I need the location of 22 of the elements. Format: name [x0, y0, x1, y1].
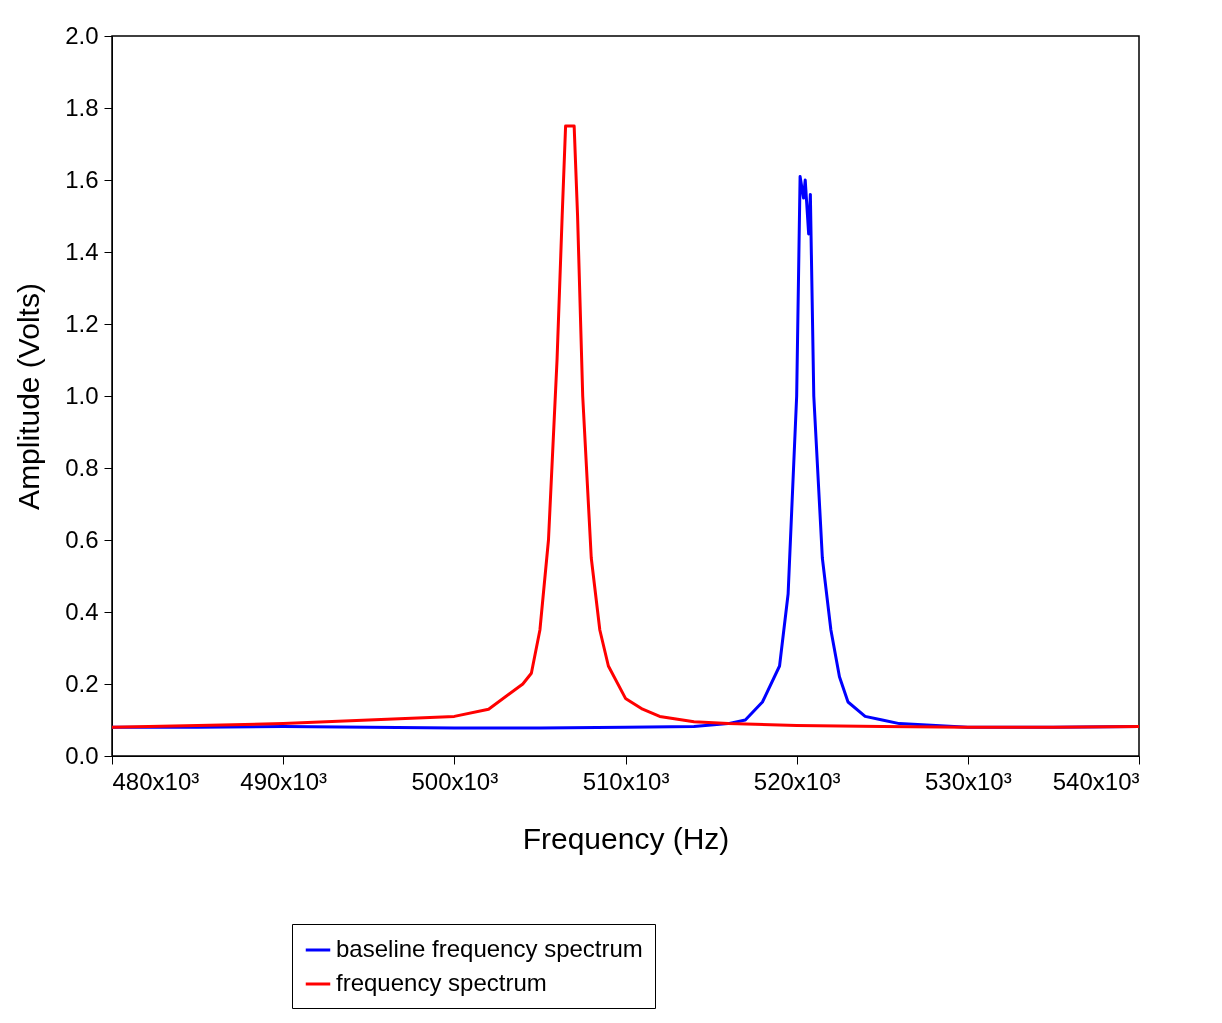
y-tick-label: 0.2 — [65, 669, 99, 697]
x-tick-label: 510x10³ — [582, 767, 670, 795]
x-tick-label: 500x10³ — [411, 767, 499, 795]
y-tick-label: 1.2 — [65, 309, 99, 337]
y-tick-label: 1.0 — [65, 381, 99, 409]
y-tick-label: 1.8 — [65, 93, 99, 121]
legend-label: frequency spectrum — [336, 969, 547, 996]
legend-label: baseline frequency spectrum — [336, 935, 643, 962]
y-tick-label: 0.8 — [65, 453, 99, 481]
y-tick-label: 1.4 — [65, 237, 99, 265]
y-tick-label: 0.0 — [65, 741, 99, 769]
x-axis-title: Frequency (Hz) — [522, 821, 730, 855]
x-tick-label: 540x10³ — [1052, 767, 1140, 795]
x-tick-label: 480x10³ — [112, 767, 200, 795]
y-tick-label: 1.6 — [65, 165, 99, 193]
y-tick-label: 0.4 — [65, 597, 99, 625]
y-tick-label: 0.6 — [65, 525, 99, 553]
x-tick-label: 520x10³ — [753, 767, 841, 795]
y-tick-label: 2.0 — [65, 21, 99, 49]
x-tick-label: 490x10³ — [240, 767, 328, 795]
x-tick-label: 530x10³ — [924, 767, 1012, 795]
y-axis-title: Amplitude (Volts) — [12, 283, 46, 510]
